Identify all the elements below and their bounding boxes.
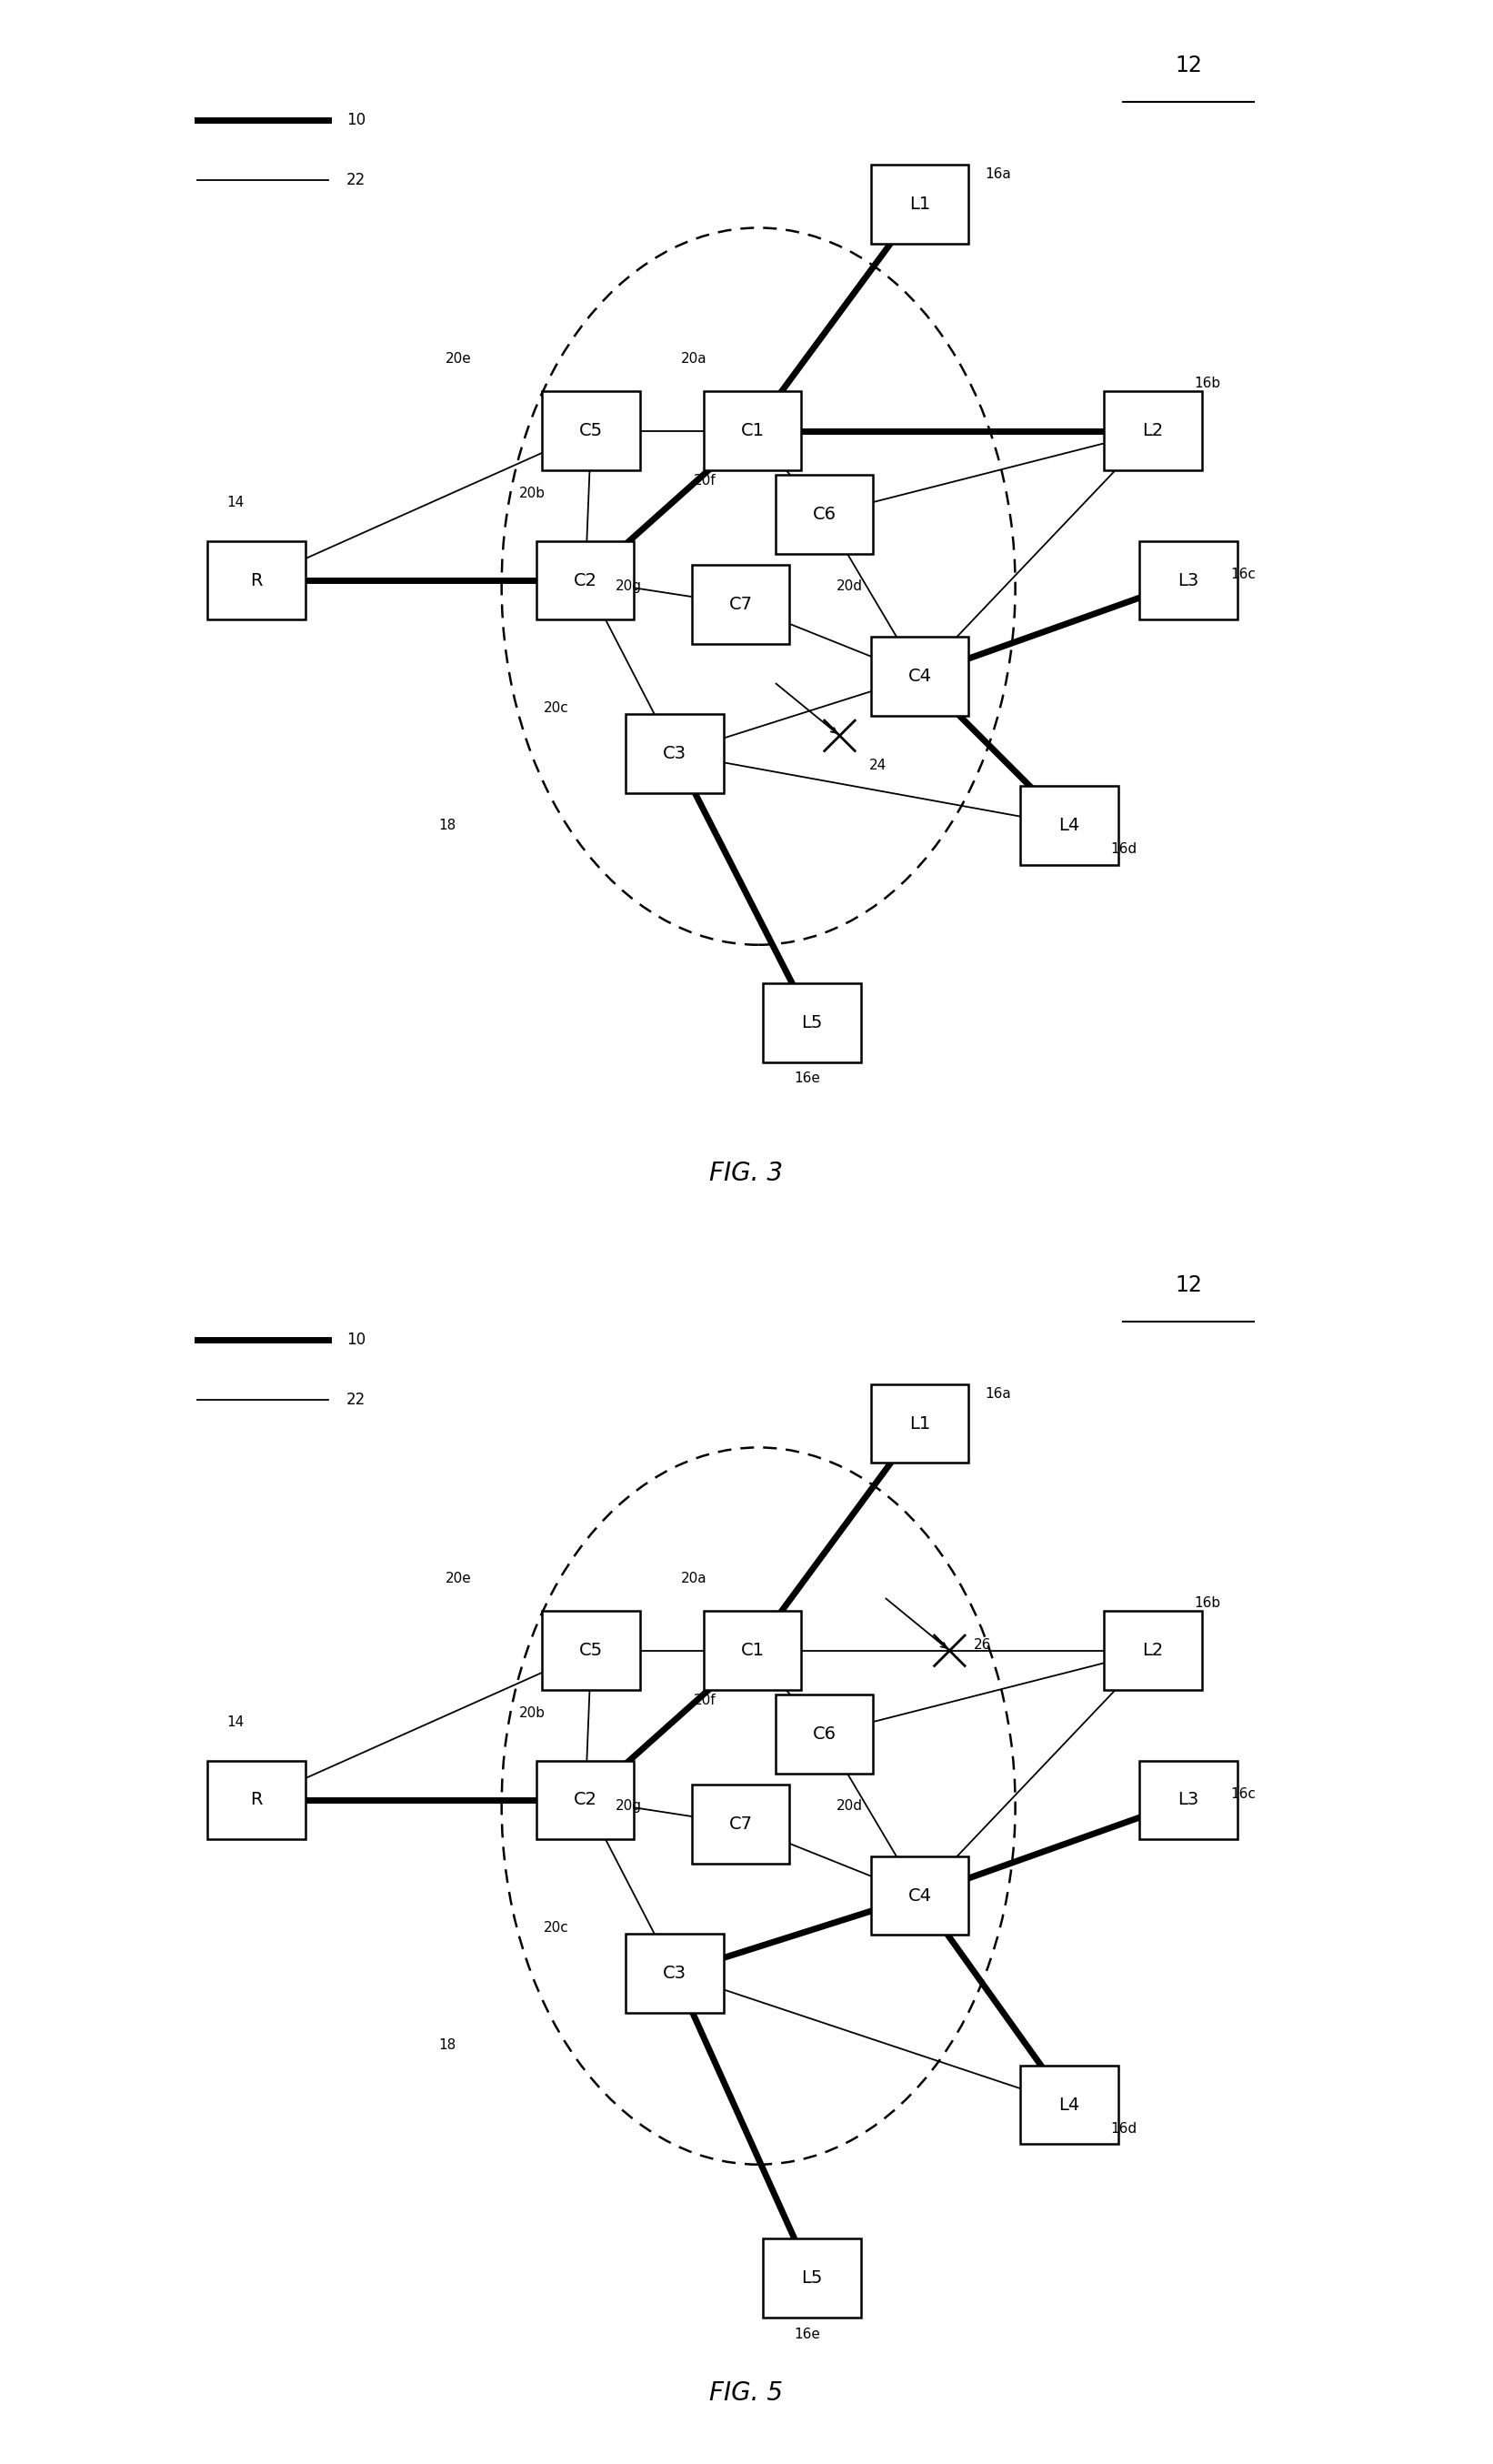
FancyBboxPatch shape	[775, 1695, 873, 1774]
Text: C1: C1	[741, 1641, 764, 1658]
Text: 20d: 20d	[836, 1799, 863, 1814]
Text: 16b: 16b	[1194, 1597, 1221, 1609]
Text: C4: C4	[908, 1887, 932, 1905]
Text: 12: 12	[1175, 54, 1202, 76]
Text: 20b: 20b	[520, 485, 546, 500]
Text: C3: C3	[663, 1964, 687, 1981]
Text: 20g: 20g	[615, 1799, 642, 1814]
FancyBboxPatch shape	[870, 636, 969, 715]
FancyBboxPatch shape	[1139, 1762, 1238, 1841]
Text: 10: 10	[346, 1331, 366, 1348]
Text: L1: L1	[909, 195, 930, 212]
Text: R: R	[251, 572, 263, 589]
Text: C1: C1	[741, 421, 764, 439]
Text: FIG. 3: FIG. 3	[709, 1161, 784, 1185]
FancyBboxPatch shape	[775, 476, 873, 554]
Text: 20e: 20e	[445, 352, 472, 367]
FancyBboxPatch shape	[536, 1762, 635, 1841]
FancyBboxPatch shape	[542, 1611, 640, 1690]
Text: 20f: 20f	[694, 1695, 717, 1708]
Text: 16d: 16d	[1111, 2122, 1138, 2136]
FancyBboxPatch shape	[626, 715, 724, 793]
Text: L2: L2	[1142, 1641, 1163, 1658]
FancyBboxPatch shape	[691, 564, 790, 643]
Text: 22: 22	[346, 1392, 366, 1407]
Text: 18: 18	[439, 818, 455, 833]
Text: C2: C2	[573, 572, 597, 589]
Text: L4: L4	[1059, 816, 1079, 833]
FancyBboxPatch shape	[1103, 1611, 1202, 1690]
Text: 24: 24	[869, 759, 887, 771]
Text: 20g: 20g	[615, 579, 642, 594]
Text: 26: 26	[973, 1639, 991, 1651]
FancyBboxPatch shape	[763, 983, 861, 1062]
FancyBboxPatch shape	[542, 392, 640, 471]
Text: C7: C7	[729, 596, 752, 614]
Text: C7: C7	[729, 1816, 752, 1833]
Text: 16c: 16c	[1230, 567, 1256, 582]
Text: 12: 12	[1175, 1274, 1202, 1296]
Text: 16b: 16b	[1194, 377, 1221, 389]
Text: L4: L4	[1059, 2097, 1079, 2114]
Text: 18: 18	[439, 2038, 455, 2053]
Text: C6: C6	[812, 505, 836, 522]
FancyBboxPatch shape	[536, 542, 635, 621]
FancyBboxPatch shape	[208, 542, 306, 621]
Text: R: R	[251, 1791, 263, 1809]
Text: 16a: 16a	[985, 168, 1012, 180]
Text: 20d: 20d	[836, 579, 863, 594]
Text: L3: L3	[1178, 1791, 1199, 1809]
Text: 22: 22	[346, 172, 366, 187]
Text: 20e: 20e	[445, 1572, 472, 1587]
Text: L5: L5	[802, 1013, 823, 1030]
Text: 10: 10	[346, 111, 366, 128]
Text: L3: L3	[1178, 572, 1199, 589]
FancyBboxPatch shape	[870, 1855, 969, 1934]
FancyBboxPatch shape	[763, 2240, 861, 2319]
Text: 20c: 20c	[543, 1922, 569, 1934]
Text: 20f: 20f	[694, 476, 717, 488]
FancyBboxPatch shape	[1139, 542, 1238, 621]
Text: 20c: 20c	[543, 702, 569, 715]
FancyBboxPatch shape	[870, 1385, 969, 1464]
FancyBboxPatch shape	[1020, 786, 1118, 865]
Text: 20b: 20b	[520, 1705, 546, 1720]
FancyBboxPatch shape	[870, 165, 969, 244]
Text: L1: L1	[909, 1414, 930, 1432]
Text: 14: 14	[227, 1715, 245, 1730]
Text: C4: C4	[908, 668, 932, 685]
FancyBboxPatch shape	[703, 392, 802, 471]
Text: L2: L2	[1142, 421, 1163, 439]
Text: 20a: 20a	[681, 1572, 706, 1587]
Text: FIG. 5: FIG. 5	[709, 2380, 784, 2405]
FancyBboxPatch shape	[1020, 2065, 1118, 2144]
Text: C3: C3	[663, 744, 687, 761]
Text: 14: 14	[227, 495, 245, 510]
Text: C2: C2	[573, 1791, 597, 1809]
Text: 16d: 16d	[1111, 843, 1138, 855]
Text: 16e: 16e	[794, 1072, 821, 1087]
Text: 16a: 16a	[985, 1387, 1012, 1400]
Text: C6: C6	[812, 1725, 836, 1742]
Text: C5: C5	[579, 421, 603, 439]
Text: 16c: 16c	[1230, 1786, 1256, 1801]
FancyBboxPatch shape	[208, 1762, 306, 1841]
Text: 20a: 20a	[681, 352, 706, 367]
Text: 16e: 16e	[794, 2328, 821, 2341]
Text: L5: L5	[802, 2269, 823, 2287]
FancyBboxPatch shape	[1103, 392, 1202, 471]
FancyBboxPatch shape	[691, 1784, 790, 1863]
FancyBboxPatch shape	[626, 1934, 724, 2013]
Text: C5: C5	[579, 1641, 603, 1658]
FancyBboxPatch shape	[703, 1611, 802, 1690]
